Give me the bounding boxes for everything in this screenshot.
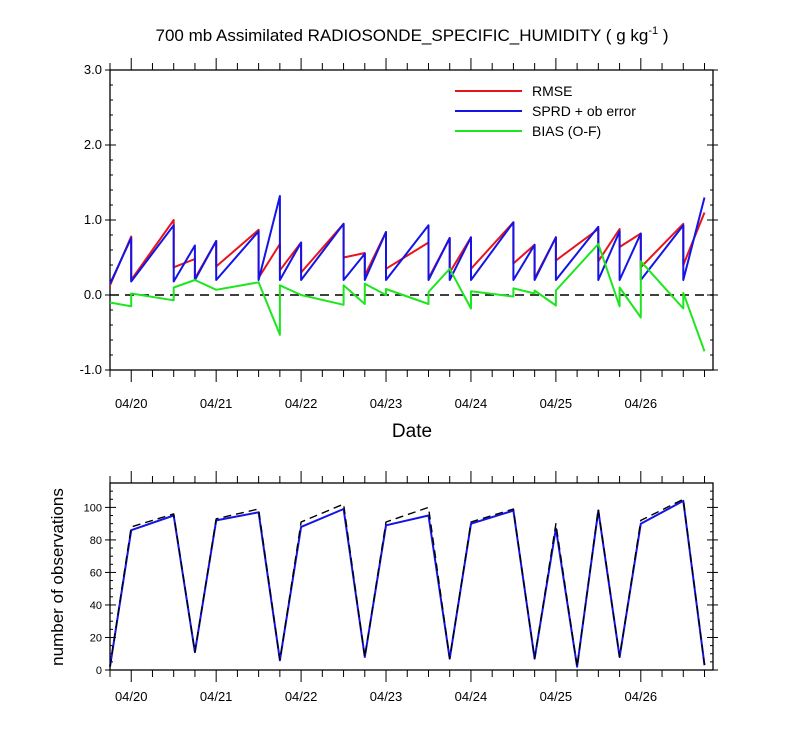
x-tick-label: 04/21 (200, 396, 233, 411)
sprd-series-line (109, 195, 706, 285)
chart-title-suffix: ) (658, 26, 668, 45)
x-tick-label: 04/25 (540, 396, 573, 411)
y-axis-label-bottom: number of observations (48, 488, 67, 666)
legend-sprd-label: SPRD + ob error (532, 103, 636, 119)
chart-title-superscript: -1 (648, 25, 658, 37)
x-tick-label: 04/22 (285, 396, 318, 411)
x-tick-label: 04/23 (370, 396, 403, 411)
x-tick-label: 04/20 (115, 396, 148, 411)
y-tick-label: 2.0 (84, 137, 102, 152)
y-tick-label: 80 (90, 535, 102, 547)
x-tick-label: 04/24 (455, 689, 488, 704)
legend-rmse-label: RMSE (532, 83, 572, 99)
x-tick-label: 04/22 (285, 689, 318, 704)
chart-title: 700 mb Assimilated RADIOSONDE_SPECIFIC_H… (156, 25, 669, 45)
legend-bias-label: BIAS (O-F) (532, 123, 601, 139)
legend: RMSE SPRD + ob error BIAS (O-F) (455, 83, 636, 139)
x-tick-label: 04/24 (455, 396, 488, 411)
obs-used-series-line (109, 499, 706, 668)
x-tick-label: 04/20 (115, 689, 148, 704)
y-tick-label: 20 (90, 632, 102, 644)
top-panel: -1.0 0.0 1.0 2.0 3.0 04/20 04/21 04/22 04/23 04/2… (80, 58, 718, 411)
y-tick-label: 100 (84, 502, 102, 514)
plot-frame (109, 482, 714, 671)
x-tick-label: 04/23 (370, 689, 403, 704)
y-tick-label: 0 (96, 665, 102, 677)
x-tick-label: 04/26 (625, 396, 658, 411)
y-tick-label: 40 (90, 600, 102, 612)
y-tick-label: 3.0 (84, 62, 102, 77)
x-tick-label: 04/26 (625, 689, 658, 704)
bias-series-line (109, 243, 706, 352)
y-tick-label: 60 (90, 567, 102, 579)
y-tick-label: 0.0 (84, 287, 102, 302)
x-tick-label: 04/21 (200, 689, 233, 704)
y-tick-label: 1.0 (84, 212, 102, 227)
chart-title-main: 700 mb Assimilated RADIOSONDE_SPECIFIC_H… (156, 26, 649, 45)
x-tick-label: 04/25 (540, 689, 573, 704)
x-axis-label: Date (392, 421, 432, 442)
bottom-panel: 0 20 40 60 80 100 04/20 04/21 04/22 04/23 04/24 04/… (84, 471, 718, 704)
rmse-series-line (109, 212, 706, 286)
obs-possible-series-line (109, 498, 706, 668)
y-tick-label: -1.0 (80, 362, 102, 377)
